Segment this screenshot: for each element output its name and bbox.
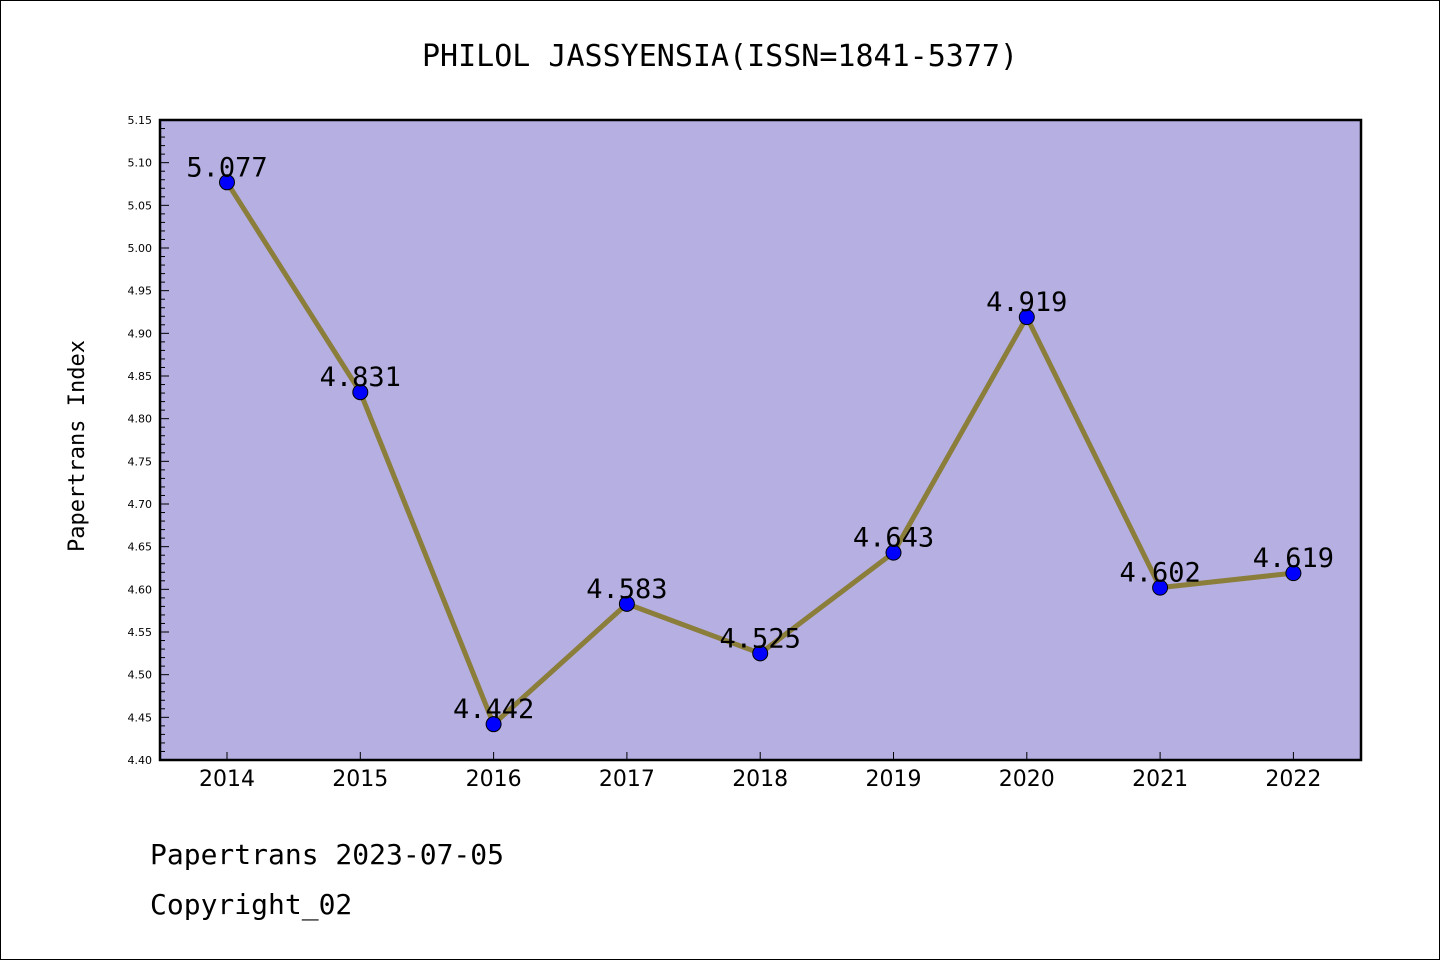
y-tick-label: 4.85 [128, 370, 153, 383]
series-group: 5.077 4.831 4.442 4.583 4.525 4.643 4.919 4.602… [186, 152, 1334, 733]
y-tick-label: 4.95 [128, 285, 153, 298]
data-label: 4.619 [1253, 543, 1334, 574]
y-tick-label: 5.15 [128, 114, 153, 127]
plot-area [160, 120, 1361, 760]
y-tick-label: 4.70 [128, 498, 153, 511]
data-label: 4.602 [1119, 558, 1200, 589]
y-tick-label: 4.60 [128, 583, 153, 596]
y-tick-label: 4.40 [128, 754, 153, 767]
y-tick-label: 4.75 [128, 455, 153, 468]
data-point [1018, 309, 1035, 326]
x-tick-label: 2019 [866, 767, 922, 792]
x-tick-label: 2020 [999, 767, 1055, 792]
data-point [618, 595, 635, 612]
footer-copyright: Copyright_02 [150, 888, 352, 922]
data-point [1285, 565, 1302, 582]
y-tick-label: 4.80 [128, 413, 153, 426]
data-label: 4.525 [720, 623, 801, 654]
data-point [485, 716, 502, 733]
y-tick-label: 5.10 [128, 157, 153, 170]
plot-border [158, 118, 1363, 762]
x-tick-label: 2022 [1265, 767, 1321, 792]
data-label: 4.919 [986, 287, 1067, 318]
x-tick-label: 2018 [732, 767, 788, 792]
chart-title: PHILOL JASSYENSIA(ISSN=1841-5377) [422, 39, 1018, 74]
data-point [885, 544, 902, 561]
y-tick-label: 4.50 [128, 669, 153, 682]
y-tick-label: 5.05 [128, 199, 153, 212]
x-axis: 2014 2015 2016 2017 2018 2019 2020 2021 2022 [199, 752, 1321, 792]
footer-date: Papertrans 2023-07-05 [150, 838, 504, 871]
data-point [1152, 579, 1169, 596]
x-tick-label: 2021 [1132, 767, 1188, 792]
y-axis: 4.40 4.45 4.50 4.55 4.60 4.65 4.70 4.75 4.80 4.85… [128, 114, 169, 767]
y-axis-label: Papertrans Index [65, 340, 90, 552]
data-label: 4.583 [586, 574, 667, 605]
data-point [352, 384, 369, 401]
data-label: 4.643 [853, 523, 934, 554]
data-label: 4.831 [320, 362, 401, 393]
y-tick-label: 4.90 [128, 327, 153, 340]
x-tick-label: 2015 [332, 767, 388, 792]
x-tick-label: 2014 [199, 767, 255, 792]
x-tick-label: 2017 [599, 767, 655, 792]
data-point [219, 174, 235, 191]
data-label: 4.442 [453, 694, 534, 725]
y-tick-label: 4.55 [128, 626, 153, 639]
data-point [752, 645, 769, 662]
y-tick-label: 4.65 [128, 541, 153, 554]
y-tick-label: 5.00 [128, 242, 153, 255]
data-label: 5.077 [186, 152, 267, 183]
x-tick-label: 2016 [466, 767, 522, 792]
y-tick-label: 4.45 [128, 711, 153, 724]
